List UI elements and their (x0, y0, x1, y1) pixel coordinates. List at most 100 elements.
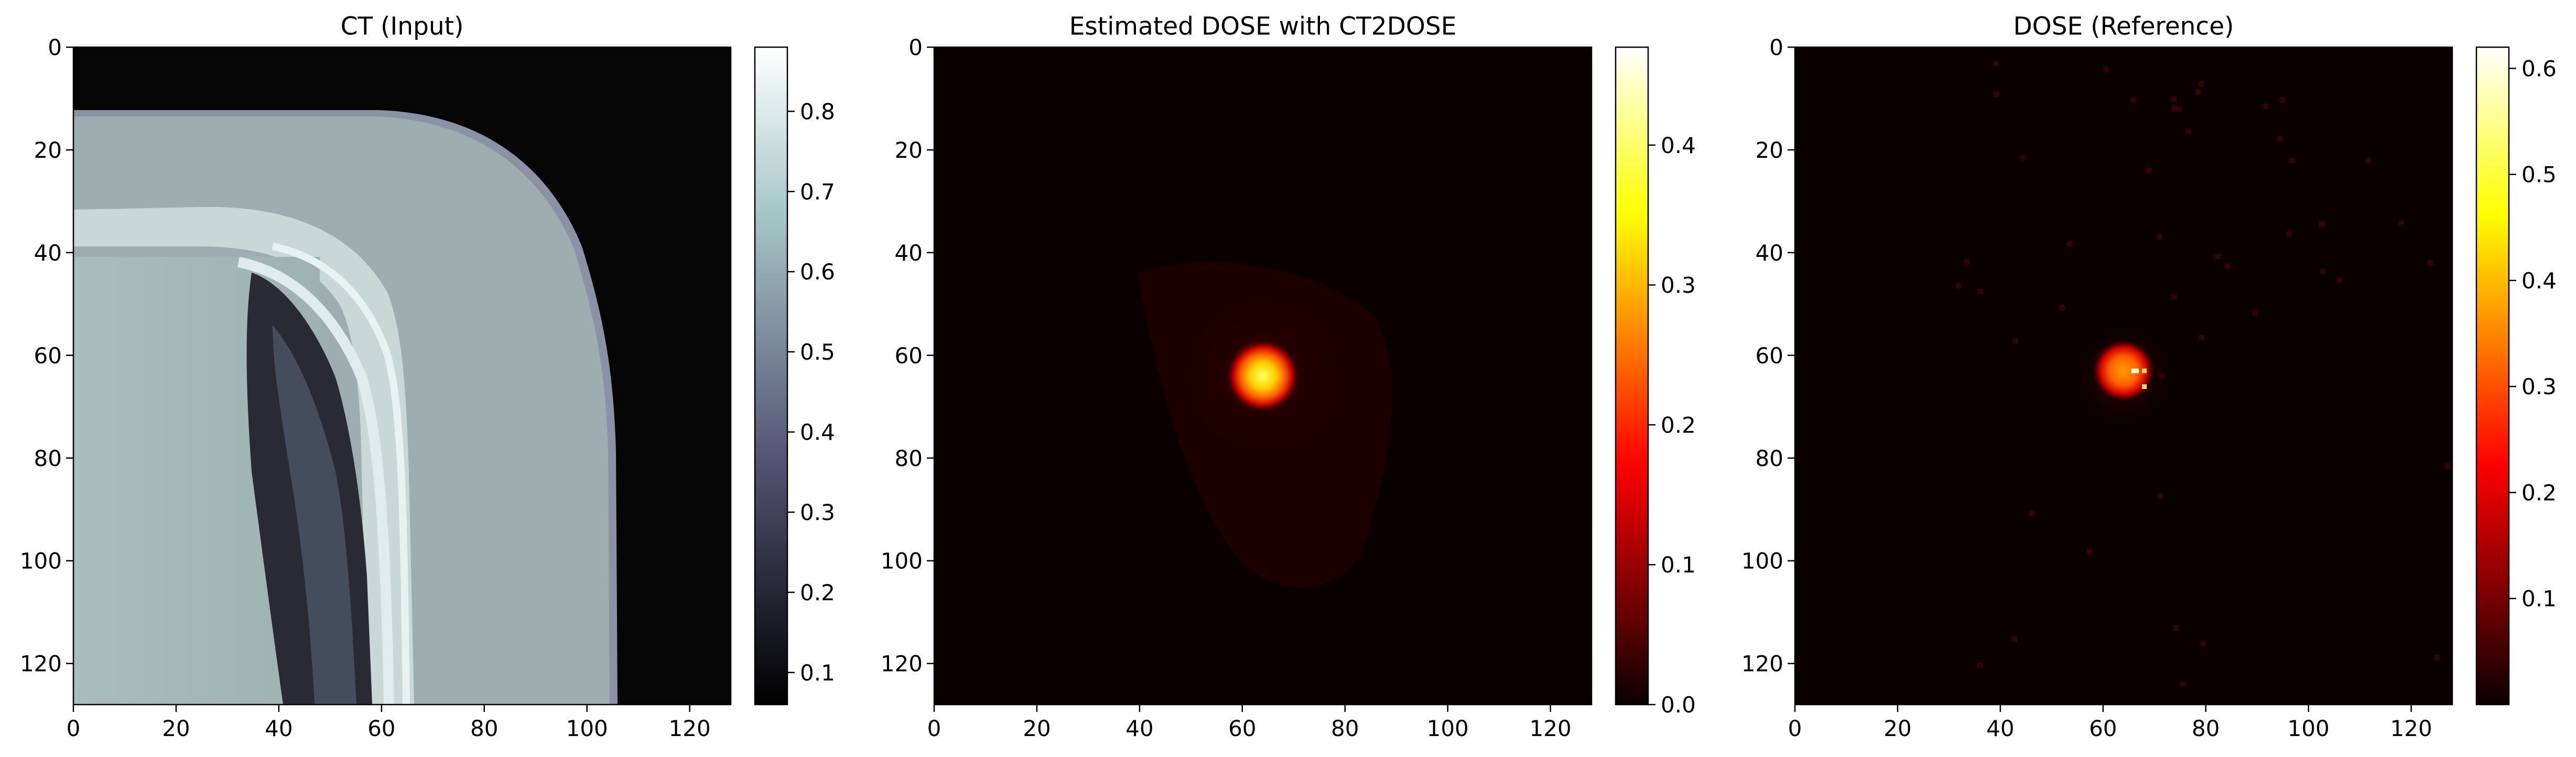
noise-pixel (2398, 221, 2404, 226)
plot-frame (72, 46, 732, 706)
y-tick-label: 20 (1756, 137, 1783, 163)
x-tick-label: 80 (1331, 716, 1359, 741)
colorbar-tick-label: 0.1 (1661, 552, 1696, 578)
y-tick-label: 0 (1769, 35, 1783, 60)
noise-pixel (2337, 278, 2342, 283)
heatmap-image (934, 47, 1592, 705)
noise-pixel (2020, 155, 2026, 160)
noise-pixel (2146, 168, 2151, 173)
noise-pixel (2173, 625, 2179, 631)
noise-pixel (2172, 106, 2177, 111)
dose-hot-pixel (2131, 369, 2139, 373)
colorbar-tick-label: 0.3 (1661, 273, 1696, 298)
colorbar-tick-label: 0.5 (800, 339, 835, 365)
y-tick-label: 80 (1756, 446, 1783, 471)
noise-pixel (1964, 259, 1969, 265)
dose-speckles (1956, 61, 2450, 686)
heatmap-image (1795, 47, 2452, 705)
panel-ct: CT (Input) 0 20 40 60 80 100 120 0 20 40 60 80 100 12… (20, 12, 835, 741)
colorbar-tick-label: 0.4 (1661, 133, 1696, 158)
colorbar-tick-label: 0.6 (2521, 56, 2557, 81)
noise-pixel (2280, 98, 2285, 103)
noise-pixel (1993, 61, 1998, 66)
y-tick-label: 80 (34, 446, 62, 471)
noise-pixel (2157, 234, 2162, 239)
x-tick-label: 40 (265, 716, 293, 741)
x-tick-label: 60 (1228, 716, 1256, 741)
noise-pixel (2215, 254, 2220, 259)
x-tick-label: 100 (566, 716, 608, 741)
noise-pixel (2059, 305, 2064, 310)
colorbar (755, 47, 787, 705)
y-tick-label: 100 (20, 548, 62, 574)
noise-pixel (2320, 268, 2325, 274)
noise-pixel (2289, 158, 2294, 163)
colorbar-tick-label: 0.2 (1661, 412, 1696, 438)
noise-pixel (2287, 231, 2292, 236)
heatmap-image (73, 47, 731, 705)
colorbar (2476, 47, 2509, 705)
x-tick-label: 120 (2390, 716, 2432, 741)
x-tick-label: 60 (367, 716, 395, 741)
plot-frame (1794, 46, 2453, 706)
chart-title: Estimated DOSE with CT2DOSE (1069, 12, 1457, 41)
y-tick-label: 120 (881, 651, 923, 677)
y-tick-label: 60 (1756, 343, 1783, 369)
axis-ticks: 0 20 40 60 80 100 120 0 20 40 60 80 100 120 (1741, 35, 2432, 741)
x-tick-label: 40 (1125, 716, 1153, 741)
colorbar-frame (2475, 46, 2510, 706)
noise-pixel (2445, 463, 2450, 469)
chart-title: CT (Input) (341, 12, 464, 41)
colorbar-tick-label: 0.7 (800, 179, 835, 204)
x-tick-label: 120 (1530, 716, 1572, 741)
noise-pixel (2201, 641, 2206, 646)
y-tick-label: 100 (881, 548, 923, 574)
x-tick-label: 0 (1788, 716, 1802, 741)
x-tick-label: 80 (470, 716, 498, 741)
axis-ticks: 0 20 40 60 80 100 120 0 20 40 60 80 100 120 (881, 35, 1572, 741)
noise-pixel (2195, 89, 2201, 94)
colorbar-tick-label: 0.5 (2521, 162, 2557, 188)
y-tick-label: 40 (1756, 240, 1783, 266)
noise-pixel (2131, 98, 2136, 103)
axis-ticks: 0 20 40 60 80 100 120 0 20 40 60 80 100 120 (20, 35, 711, 741)
y-tick-label: 20 (895, 137, 923, 163)
panel-reference-dose: DOSE (Reference) 0 20 40 60 80 100 120 0 20 40 60 8… (1741, 12, 2557, 741)
noise-pixel (2029, 511, 2034, 516)
colorbar-ticks: 0.0 0.1 0.2 0.3 0.4 (1648, 133, 1696, 718)
y-tick-label: 120 (20, 651, 62, 677)
colorbar-frame (1615, 46, 1649, 706)
noise-pixel (2428, 260, 2433, 265)
noise-pixel (2177, 106, 2182, 112)
dose-hotspot (2092, 339, 2155, 403)
colorbar-tick-label: 0.3 (800, 500, 835, 525)
noise-pixel (2067, 241, 2072, 246)
x-tick-label: 120 (669, 716, 711, 741)
x-tick-label: 20 (162, 716, 190, 741)
noise-pixel (2012, 338, 2018, 343)
y-tick-label: 0 (48, 35, 62, 60)
noise-pixel (2158, 493, 2163, 499)
y-tick-label: 80 (895, 446, 923, 471)
y-tick-label: 20 (34, 137, 62, 163)
noise-pixel (2263, 104, 2268, 109)
noise-pixel (1977, 663, 1983, 668)
y-tick-label: 0 (908, 35, 923, 60)
colorbar-tick-label: 0.4 (800, 419, 835, 445)
noise-pixel (2319, 222, 2324, 227)
colorbar-tick-label: 0.0 (1661, 692, 1696, 718)
noise-pixel (2198, 81, 2203, 86)
colorbar-frame (754, 46, 788, 706)
x-tick-label: 80 (2192, 716, 2220, 741)
noise-pixel (2087, 549, 2092, 555)
colorbar-tick-label: 0.2 (800, 580, 835, 605)
x-tick-label: 100 (1427, 716, 1469, 741)
dose-hotspot (1226, 339, 1300, 413)
noise-pixel (2225, 264, 2230, 269)
colorbar-tick-label: 0.8 (800, 99, 835, 124)
colorbar-tick-label: 0.4 (2521, 268, 2557, 294)
noise-pixel (2186, 129, 2191, 134)
noise-pixel (2199, 335, 2204, 340)
noise-pixel (2253, 310, 2258, 316)
